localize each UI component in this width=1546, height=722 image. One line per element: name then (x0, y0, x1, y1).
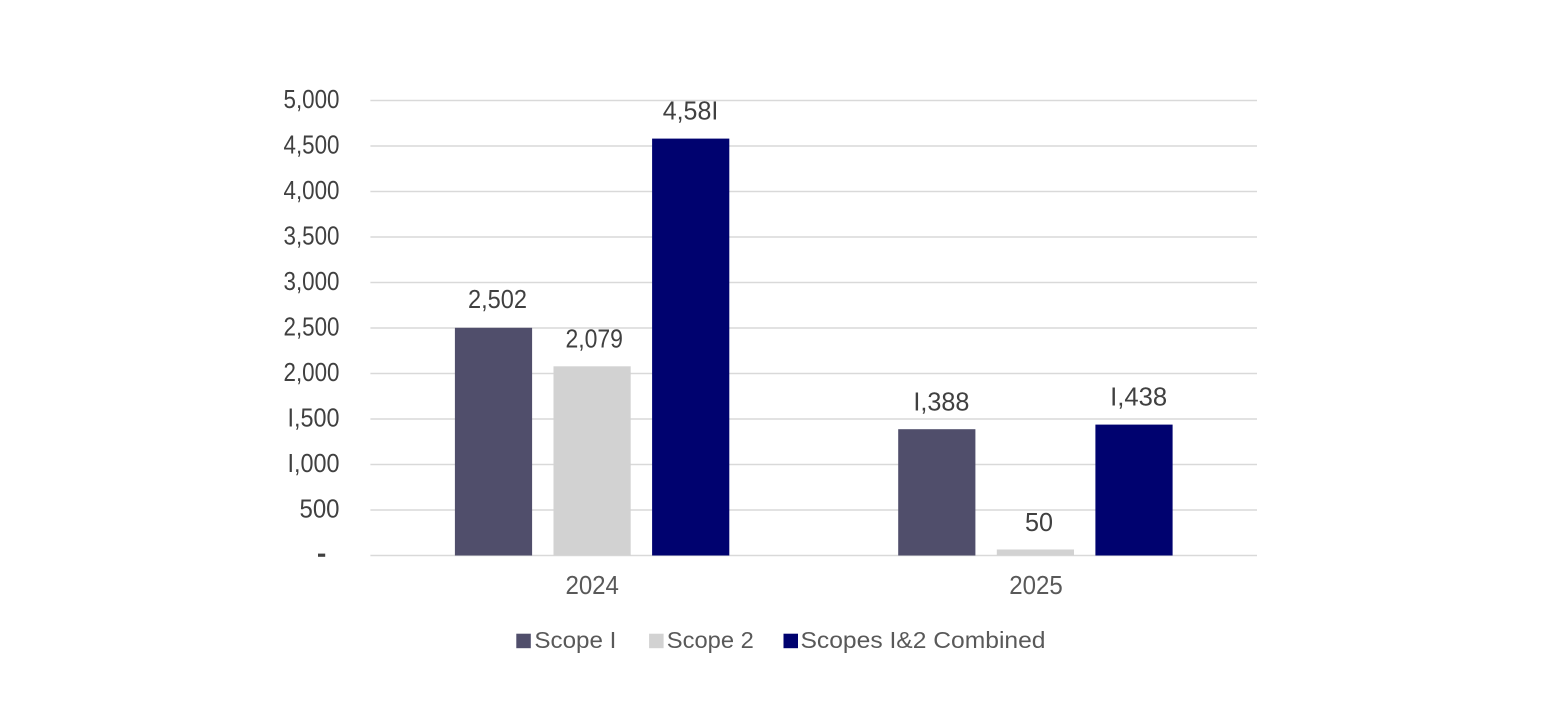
svg-text:2,079: 2,079 (565, 324, 623, 354)
svg-text:2,500: 2,500 (284, 312, 340, 342)
svg-text:50: 50 (1025, 507, 1053, 537)
svg-text:3,500: 3,500 (284, 221, 340, 251)
svg-text:Scopes I&2 Combined: Scopes I&2 Combined (801, 627, 1046, 653)
svg-text:2,502: 2,502 (468, 284, 527, 314)
svg-text:I,438: I,438 (1110, 382, 1167, 412)
svg-text:2025: 2025 (1009, 570, 1063, 600)
svg-text:I,388: I,388 (913, 386, 969, 416)
svg-text:Scope 2: Scope 2 (667, 627, 754, 653)
svg-text:5,000: 5,000 (284, 84, 340, 114)
svg-text:2,000: 2,000 (284, 357, 340, 387)
svg-text:Scope I: Scope I (534, 627, 616, 653)
svg-text:500: 500 (300, 494, 340, 524)
svg-text:4,000: 4,000 (284, 175, 340, 205)
svg-text:2024: 2024 (565, 570, 619, 600)
svg-text:4,500: 4,500 (284, 130, 340, 160)
svg-text:3,000: 3,000 (284, 266, 340, 296)
svg-text:4,58I: 4,58I (663, 96, 719, 126)
svg-text:I,000: I,000 (288, 448, 340, 478)
svg-text:I,500: I,500 (288, 403, 340, 433)
